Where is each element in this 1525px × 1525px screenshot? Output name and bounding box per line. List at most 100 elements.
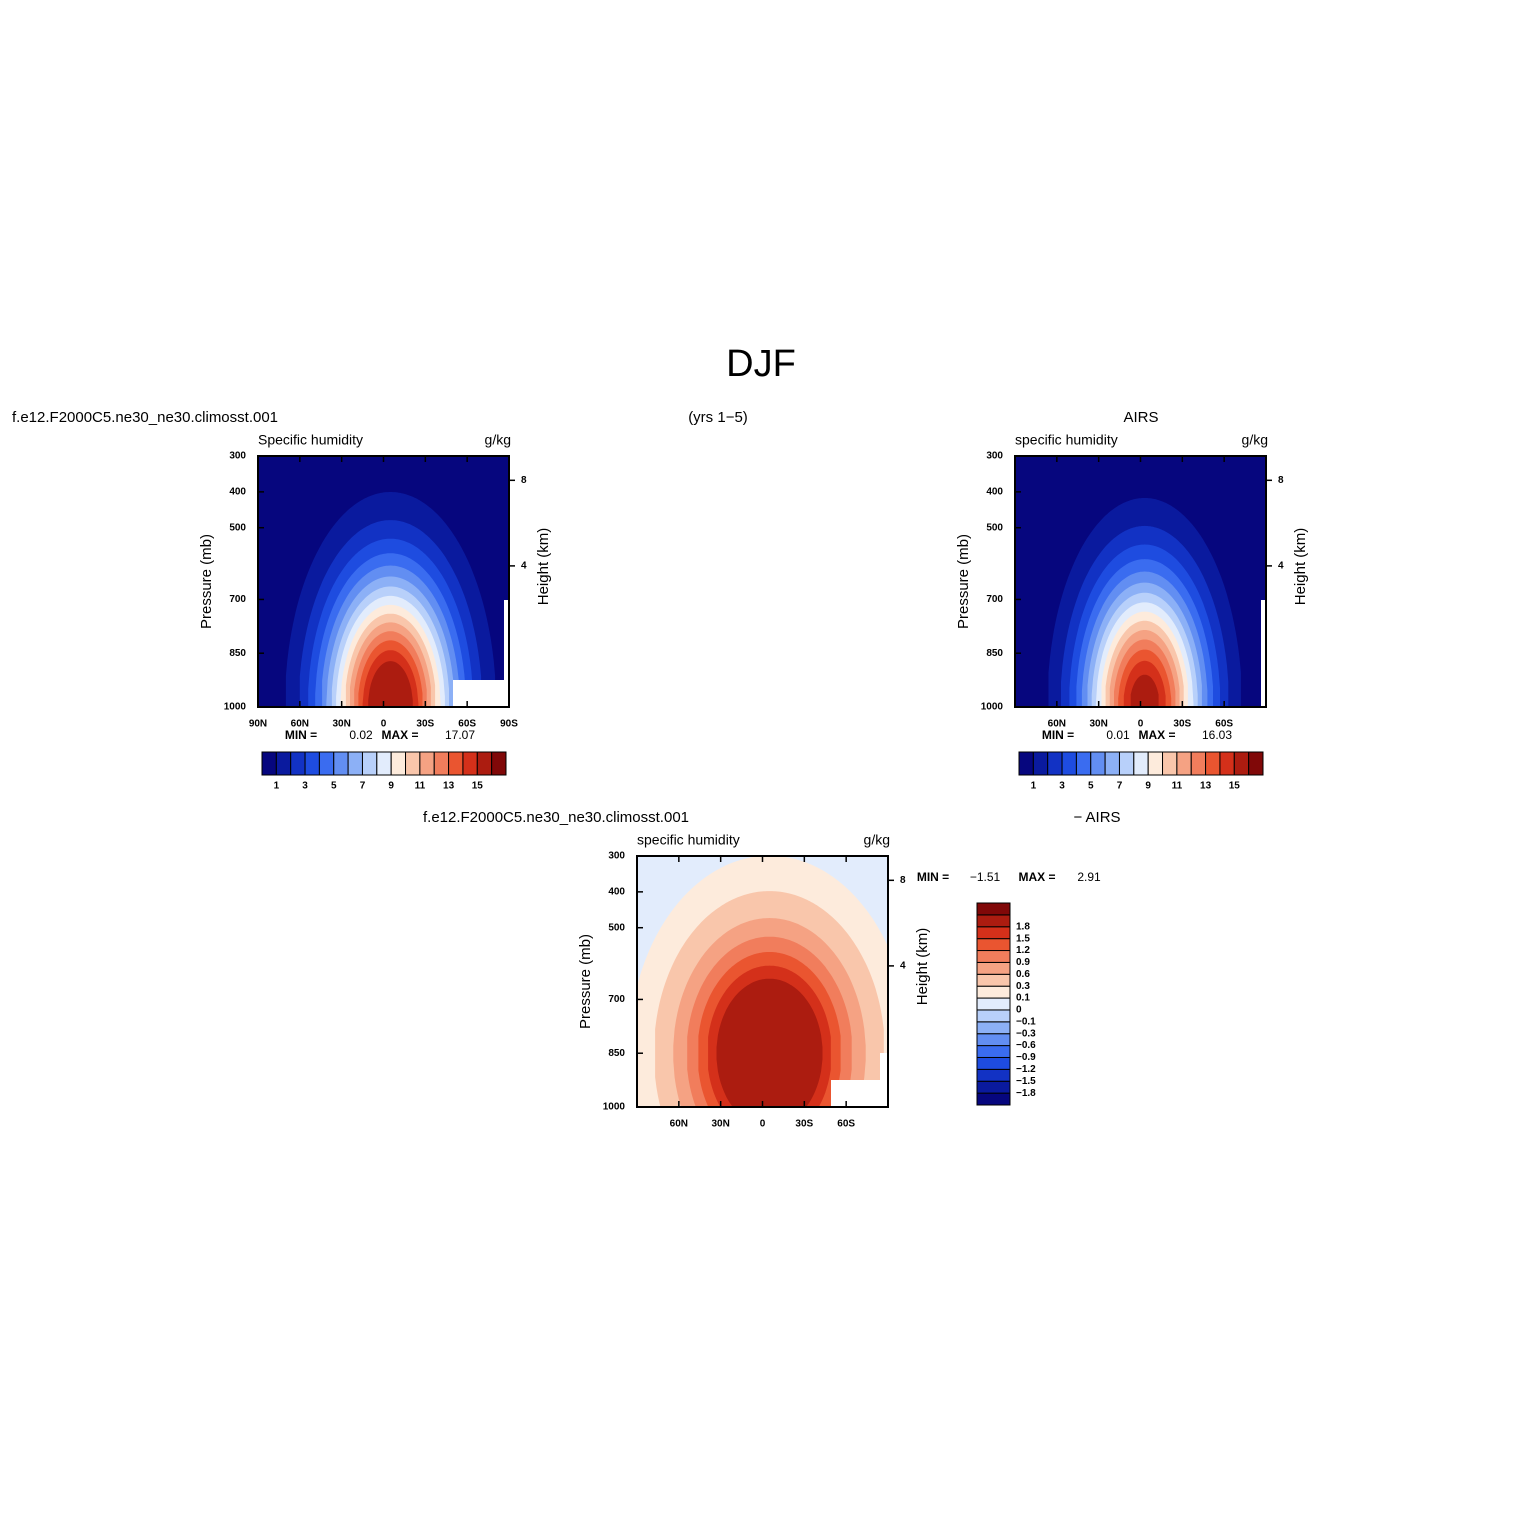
colorbar-box [1205, 751, 1221, 776]
colorbar-box [448, 751, 464, 776]
colorbar-label: 5 [1088, 781, 1094, 792]
y-tick-label: 400 [986, 486, 1003, 497]
colorbar-box [1075, 751, 1092, 776]
panel-subtitle: specific humidity [1015, 432, 1118, 448]
y-axis-label: Pressure (mb) [577, 934, 594, 1029]
colorbar-box [1219, 751, 1235, 776]
min-value: −1.51 [970, 870, 1001, 884]
y2-tick-label: 8 [1278, 475, 1284, 486]
colorbar-box [1147, 751, 1164, 776]
contour-field [258, 456, 509, 707]
colorbar-box [976, 1092, 1011, 1106]
colorbar-box [347, 751, 363, 776]
min-label: MIN = [1042, 728, 1074, 742]
colorbar-box [976, 1045, 1011, 1058]
panel-subtitle: specific humidity [637, 832, 740, 848]
colorbar-box [976, 1080, 1011, 1094]
panel-subtitle: Specific humidity [258, 432, 363, 448]
colorbar-box [1133, 751, 1149, 776]
colorbar-label: 5 [331, 781, 337, 792]
y2-tick-label: 4 [1278, 561, 1284, 572]
colorbar-box [976, 973, 1011, 987]
y2-tick-label: 8 [900, 875, 906, 886]
y2-tick-label: 4 [521, 561, 527, 572]
colorbar-box [1032, 751, 1049, 776]
colorbar-box [976, 997, 1011, 1011]
colorbar-box [304, 751, 320, 776]
min-value: 0.02 [349, 728, 373, 742]
colorbar-label: −0.1 [1016, 1016, 1036, 1027]
panel-title: f.e12.F2000C5.ne30_ne30.climosst.001 [423, 809, 689, 826]
colorbar-box [976, 985, 1011, 999]
colorbar-box [361, 751, 378, 776]
colorbar-box [976, 1021, 1011, 1035]
x-tick-label: 0 [1138, 719, 1144, 730]
x-tick-label: 30N [711, 1119, 729, 1130]
max-value: 2.91 [1077, 870, 1101, 884]
colorbar-label: 7 [1117, 781, 1123, 792]
y-tick-label: 400 [608, 886, 625, 897]
colorbar-label: 1 [1031, 781, 1037, 792]
min-label: MIN = [285, 728, 317, 742]
colorbar-box [1233, 751, 1250, 776]
colorbar-label: 11 [1172, 781, 1183, 792]
panel: f.e12.F2000C5.ne30_ne30.climosst.001 − AI… [423, 809, 1121, 1130]
colorbar-box [976, 938, 1011, 952]
x-tick-label: 60N [1048, 719, 1066, 730]
colorbar-label: 1.2 [1016, 945, 1030, 956]
missing-data [831, 1080, 880, 1107]
x-tick-label: 30S [1173, 719, 1191, 730]
y2-tick-label: 4 [900, 961, 906, 972]
colorbar-box [275, 751, 292, 776]
colorbar-box [1162, 751, 1178, 776]
y-tick-label: 850 [229, 648, 246, 659]
page-title: DJF [726, 343, 796, 385]
colorbar-label: −0.6 [1016, 1040, 1036, 1051]
y-tick-label: 850 [608, 1048, 625, 1059]
colorbar-label: −1.8 [1016, 1088, 1036, 1099]
colorbar-box [976, 1068, 1011, 1082]
colorbar-box [1190, 751, 1207, 776]
colorbar-label: 1.8 [1016, 921, 1030, 932]
y-axis-label: Pressure (mb) [955, 534, 972, 629]
colorbar-label: 1 [274, 781, 280, 792]
colorbar-label: 9 [388, 781, 394, 792]
x-tick-label: 0 [381, 719, 387, 730]
colorbar-label: 7 [360, 781, 366, 792]
colorbar-box [976, 1009, 1011, 1023]
x-tick-label: 30S [416, 719, 434, 730]
colorbar-label: 15 [472, 781, 484, 792]
y2-axis-label: Height (km) [535, 528, 552, 606]
colorbar-box [976, 1033, 1011, 1047]
colorbar-box [462, 751, 478, 776]
x-tick-label: 60N [670, 1119, 688, 1130]
x-tick-label: 90N [249, 719, 267, 730]
colorbar-box [976, 950, 1011, 963]
colorbar-label: 15 [1229, 781, 1241, 792]
x-tick-label: 60S [837, 1119, 855, 1130]
max-label: MAX = [1138, 728, 1175, 742]
colorbar-box [1248, 751, 1264, 776]
colorbar-box [318, 751, 335, 776]
colorbar-label: 3 [1059, 781, 1065, 792]
colorbar-box [976, 961, 1011, 975]
y-tick-label: 500 [608, 922, 625, 933]
colorbar-box [1118, 751, 1135, 776]
missing-data [453, 680, 504, 707]
colorbar-label: 0.3 [1016, 981, 1030, 992]
y-tick-label: 700 [229, 594, 246, 605]
contour-field [1015, 456, 1266, 707]
panel-units: g/kg [485, 432, 511, 448]
colorbar-box [433, 751, 450, 776]
y-tick-label: 500 [229, 522, 246, 533]
colorbar-label: 9 [1145, 781, 1151, 792]
panel: f.e12.F2000C5.ne30_ne30.climosst.001 Spec… [12, 409, 552, 792]
missing-data [880, 1053, 888, 1107]
colorbar-label: −0.9 [1016, 1052, 1036, 1063]
colorbar-label: 0.9 [1016, 957, 1030, 968]
colorbar-label: 13 [1200, 781, 1212, 792]
colorbar-label: −1.2 [1016, 1064, 1036, 1075]
colorbar-box [976, 926, 1011, 940]
colorbar-box [1176, 751, 1192, 776]
panel-title-right: − AIRS [1073, 809, 1120, 826]
